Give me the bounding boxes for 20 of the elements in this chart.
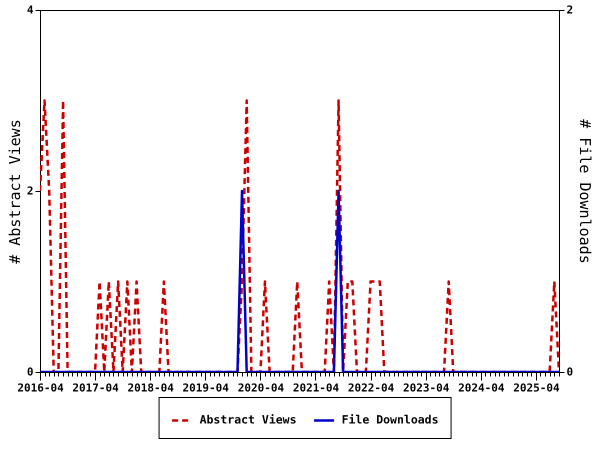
x-tick-label: 2024-04 (458, 382, 505, 394)
x-tick-label: 2022-04 (348, 382, 395, 394)
y2-axis-title: # File Downloads (576, 119, 594, 264)
y-tick-label: 4 (26, 4, 34, 16)
x-tick-label: 2016-04 (17, 382, 64, 394)
x-tick-label: 2020-04 (238, 382, 284, 394)
y2-tick-label: 0 (566, 366, 574, 378)
legend-label: Abstract Views (200, 412, 297, 426)
y-axis-title: # Abstract Views (6, 119, 24, 264)
x-tick-label: 2025-04 (513, 382, 560, 394)
x-tick-label: 2023-04 (402, 382, 450, 394)
x-tick-label: 2018-04 (127, 382, 174, 394)
y-tick-label: 0 (26, 366, 34, 378)
line-series (40, 99, 559, 372)
y-tick-label: 2 (26, 184, 34, 198)
legend-label: File Downloads (342, 412, 439, 426)
y2-tick-label: 2 (566, 4, 574, 16)
x-tick-label: 2021-04 (292, 382, 340, 394)
x-tick-label: 2019-04 (182, 382, 230, 394)
x-tick-label: 2017-04 (72, 382, 120, 394)
